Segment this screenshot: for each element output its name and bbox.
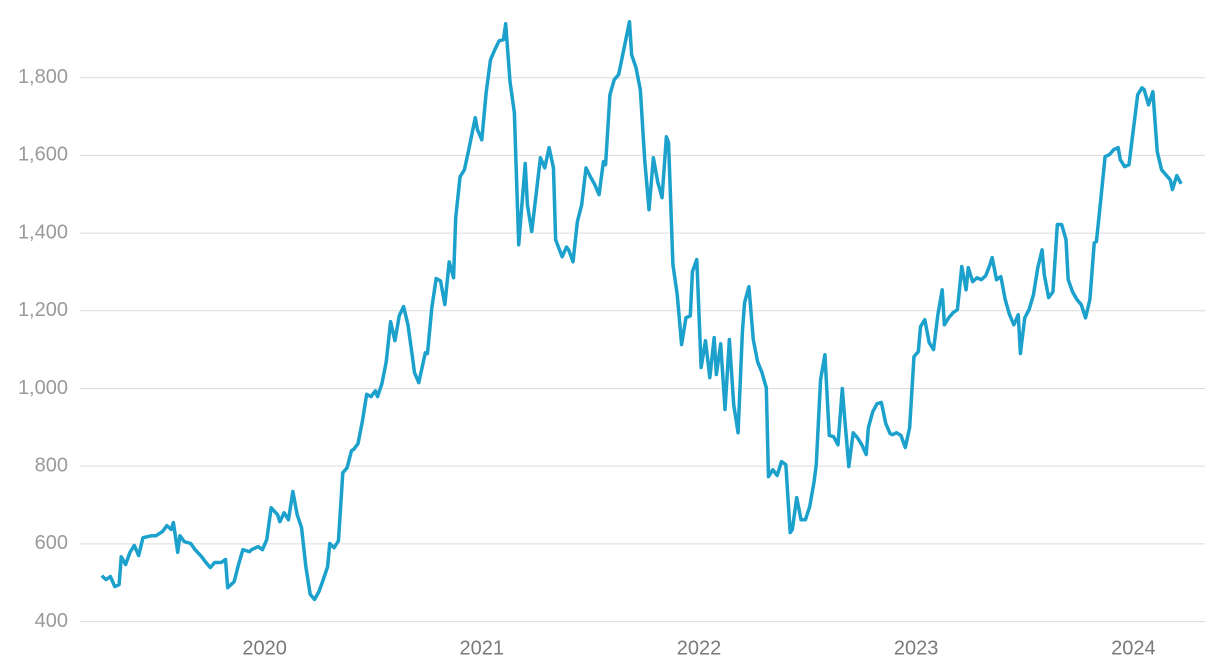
y-tick-label: 1,200 xyxy=(18,299,68,321)
x-tick-label: 2022 xyxy=(677,637,722,659)
y-tick-label: 1,600 xyxy=(18,144,68,166)
x-tick-label: 2024 xyxy=(1111,637,1156,659)
y-tick-label: 1,000 xyxy=(18,377,68,399)
x-tick-label: 2021 xyxy=(460,637,505,659)
y-tick-label: 600 xyxy=(35,532,68,554)
y-tick-label: 1,400 xyxy=(18,221,68,243)
y-tick-label: 800 xyxy=(35,454,68,476)
x-tick-label: 2020 xyxy=(242,637,287,659)
y-tick-label: 400 xyxy=(35,610,68,632)
y-tick-label: 1,800 xyxy=(18,66,68,88)
x-tick-label: 2023 xyxy=(894,637,939,659)
data-line xyxy=(100,20,1183,602)
